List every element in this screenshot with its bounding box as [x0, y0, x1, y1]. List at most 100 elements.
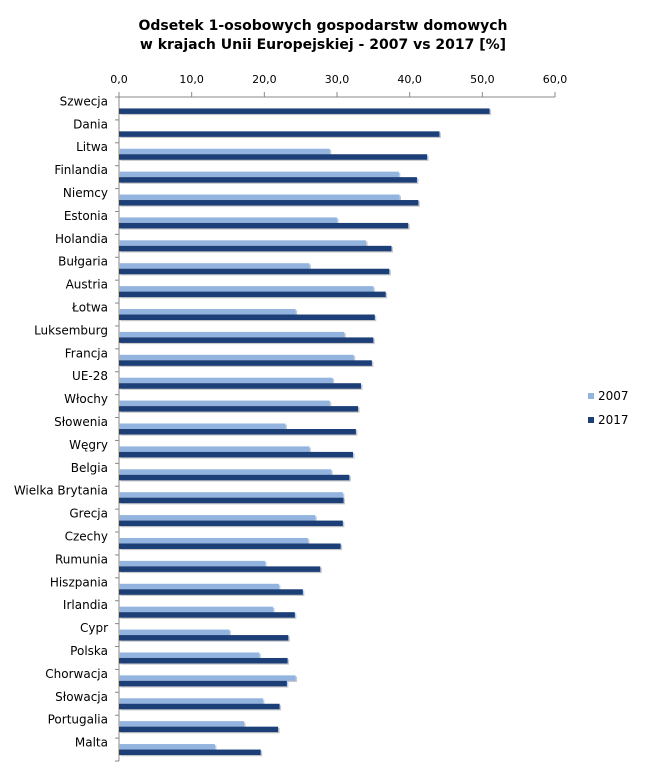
category-label: Cypr: [80, 621, 108, 635]
x-tick-label: 30,0: [325, 73, 350, 86]
x-tick-label: 60,0: [543, 73, 568, 86]
bar-2007: [119, 537, 308, 544]
bar-2017: [119, 589, 303, 595]
category-label: Austria: [66, 278, 108, 292]
bar-2007: [119, 423, 286, 429]
bar-2017: [119, 451, 353, 458]
bars-group: [119, 108, 492, 757]
category-labels: Szwecja Dania Litwa Finlandia Niemcy Estonia H…: [14, 94, 108, 749]
bar-2007: [119, 469, 332, 475]
category-label: Łotwa: [71, 301, 108, 315]
bar-2017: [119, 222, 409, 229]
category-label: Finlandia: [54, 163, 108, 177]
bar-2007: [119, 583, 279, 590]
x-tick-label: 40,0: [397, 73, 422, 86]
bar-2007: [119, 721, 244, 727]
bar-2017: [119, 657, 288, 664]
category-label: Portugalia: [48, 713, 108, 727]
bar-2017: [119, 680, 287, 687]
bar-2007: [119, 217, 337, 223]
bar-2007: [119, 446, 310, 452]
category-label: Hiszpania: [50, 575, 108, 589]
bar-2007: [119, 560, 266, 567]
bar-2007: [119, 744, 215, 750]
bar-2007: [119, 354, 354, 361]
bar-2007: [119, 377, 333, 384]
category-label: Słowenia: [54, 415, 108, 429]
category-label: Węgry: [69, 438, 108, 452]
category-label: Chorwacja: [45, 667, 108, 681]
legend-swatch: [588, 417, 594, 423]
bar-2017: [119, 314, 375, 321]
legend: 2007 2017: [588, 389, 629, 427]
x-tick-label: 0,0: [110, 73, 128, 86]
category-label: Grecja: [69, 507, 108, 521]
bar-2007: [119, 263, 310, 269]
bar-2017: [119, 635, 289, 641]
bar-2007: [119, 331, 345, 338]
bar-2017: [119, 566, 321, 572]
bar-2007: [119, 629, 230, 636]
bar-2017: [119, 543, 341, 549]
bar-2017: [119, 612, 295, 618]
bar-2007: [119, 492, 343, 498]
x-tick-label: 20,0: [252, 73, 277, 86]
bar-2017: [119, 383, 361, 389]
bar-2007: [119, 515, 316, 521]
bar-2017: [119, 108, 490, 114]
bar-2017: [119, 749, 261, 756]
category-label: Szwecja: [60, 94, 108, 108]
legend-label: 2007: [598, 389, 629, 403]
bar-2007: [119, 194, 400, 201]
category-label: UE-28: [72, 369, 108, 383]
category-label: Włochy: [64, 392, 108, 406]
x-tick-label: 50,0: [470, 73, 495, 86]
bar-2007: [119, 309, 296, 315]
category-label: Belgia: [71, 461, 108, 475]
chart-title-line-2: w krajach Unii Europejskiej - 2007 vs 20…: [140, 37, 506, 53]
category-label: Francja: [65, 346, 108, 360]
bar-2017: [119, 497, 344, 504]
bar-2017: [119, 131, 440, 137]
category-label: Litwa: [76, 140, 108, 154]
bar-2007: [119, 698, 263, 704]
category-label: Dania: [73, 117, 108, 131]
category-label: Bułgaria: [58, 255, 108, 269]
bar-2017: [119, 154, 428, 160]
x-tick-label: 10,0: [179, 73, 204, 86]
bar-2017: [119, 726, 279, 733]
category-label: Słowacja: [55, 690, 108, 704]
bar-2007: [119, 148, 330, 155]
category-label: Luksemburg: [34, 323, 108, 337]
legend-swatch: [588, 393, 594, 399]
bar-2017: [119, 291, 386, 298]
bar-2007: [119, 400, 330, 407]
bar-2017: [119, 268, 390, 275]
bar-2007: [119, 171, 399, 178]
category-label: Czechy: [65, 529, 108, 543]
bar-2007: [119, 286, 374, 292]
category-label: Rumunia: [55, 552, 108, 566]
category-label: Niemcy: [63, 186, 108, 200]
bar-2007: [119, 652, 260, 658]
category-label: Holandia: [55, 232, 108, 246]
bar-2007: [119, 606, 274, 613]
bar-2017: [119, 200, 419, 206]
bar-2017: [119, 703, 280, 710]
bar-2017: [119, 360, 372, 366]
category-label: Polska: [70, 644, 108, 658]
bar-2017: [119, 429, 356, 435]
bar-2017: [119, 245, 392, 252]
category-label: Irlandia: [63, 598, 108, 612]
category-label: Malta: [75, 736, 108, 750]
bar-2007: [119, 240, 367, 246]
bar-2017: [119, 177, 417, 183]
legend-label: 2017: [598, 413, 629, 427]
bar-2017: [119, 406, 359, 412]
bar-2017: [119, 474, 350, 481]
chart-title-line-1: Odsetek 1-osobowych gospodarstw domowych: [138, 18, 507, 34]
category-label: Estonia: [64, 209, 108, 223]
bar-2007: [119, 675, 296, 681]
category-label: Wielka Brytania: [14, 484, 108, 498]
